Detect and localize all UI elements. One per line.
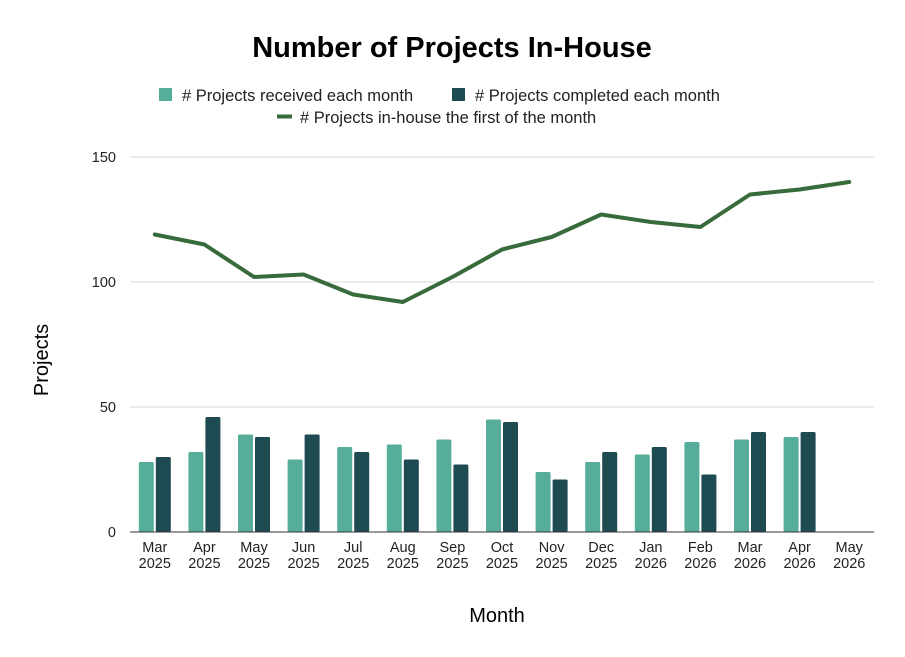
- y-tick-label: 0: [108, 525, 116, 541]
- x-tick-label: Jun 2025: [287, 540, 319, 572]
- bar-completed: [403, 459, 419, 532]
- x-tick-label: Jul 2025: [337, 540, 369, 572]
- bar-completed: [552, 479, 568, 532]
- y-tick-label: 150: [92, 150, 116, 166]
- legend-label-in-house: # Projects in-house the first of the mon…: [300, 109, 596, 127]
- x-tick-label: Apr 2026: [783, 540, 815, 572]
- bar-received: [535, 472, 551, 532]
- x-tick-label: Sep 2025: [436, 540, 468, 572]
- x-axis-title: Month: [469, 605, 525, 627]
- bar-received: [188, 452, 204, 532]
- x-axis-ticks: Mar 2025 Apr 2025 May 2025 Jun 2025 Jul 2025 Aug 20…: [139, 540, 866, 572]
- x-tick-label: Jan 2026: [635, 540, 667, 572]
- bar-completed: [304, 434, 320, 532]
- x-tick-label: Nov 2025: [535, 540, 567, 572]
- bar-received: [734, 439, 749, 532]
- legend-label-received: # Projects received each month: [182, 87, 413, 105]
- bar-completed: [205, 417, 221, 532]
- line-in-house: [152, 180, 852, 304]
- bar-completed: [354, 452, 370, 532]
- bar-completed: [651, 447, 667, 532]
- x-tick-label: Aug 2025: [387, 540, 419, 572]
- bar-completed: [255, 437, 270, 532]
- legend-swatch-in-house: [277, 114, 292, 119]
- x-tick-label: Mar 2025: [139, 540, 171, 572]
- legend-swatch-completed: [452, 88, 465, 101]
- x-tick-label: Dec 2025: [585, 540, 617, 572]
- gridlines: [130, 156, 874, 408]
- x-tick-label: Mar 2026: [734, 540, 766, 572]
- y-tick-label: 100: [92, 275, 116, 291]
- y-axis-title: Projects: [31, 324, 53, 396]
- bar-completed: [800, 432, 816, 532]
- bar-received: [684, 442, 700, 532]
- chart-title: Number of Projects In-House: [252, 32, 652, 64]
- bar-received: [585, 462, 601, 532]
- x-tick-label: May 2026: [833, 540, 865, 572]
- bar-completed: [453, 464, 469, 532]
- bar-completed: [155, 457, 171, 532]
- bar-completed: [602, 452, 618, 532]
- bar-received: [287, 459, 303, 532]
- bar-received: [634, 454, 650, 532]
- legend: # Projects received each month # Project…: [159, 87, 720, 127]
- legend-swatch-received: [159, 88, 172, 101]
- line-series: [152, 180, 852, 304]
- bar-received: [486, 419, 501, 532]
- bar-completed: [751, 432, 766, 532]
- bar-received: [138, 462, 154, 532]
- bar-received: [783, 437, 799, 532]
- x-tick-label: Oct 2025: [486, 540, 518, 572]
- bars: [138, 417, 816, 532]
- bar-completed: [503, 422, 518, 532]
- x-tick-label: Apr 2025: [188, 540, 220, 572]
- y-axis-ticks: 0 50 100 150: [92, 150, 116, 541]
- bar-received: [436, 439, 452, 532]
- y-tick-label: 50: [100, 400, 116, 416]
- bar-received: [238, 434, 253, 532]
- legend-label-completed: # Projects completed each month: [475, 87, 720, 105]
- x-tick-label: May 2025: [238, 540, 270, 572]
- bar-completed: [701, 474, 717, 532]
- x-tick-label: Feb 2026: [684, 540, 716, 572]
- bar-received: [337, 447, 353, 532]
- bar-received: [386, 444, 402, 532]
